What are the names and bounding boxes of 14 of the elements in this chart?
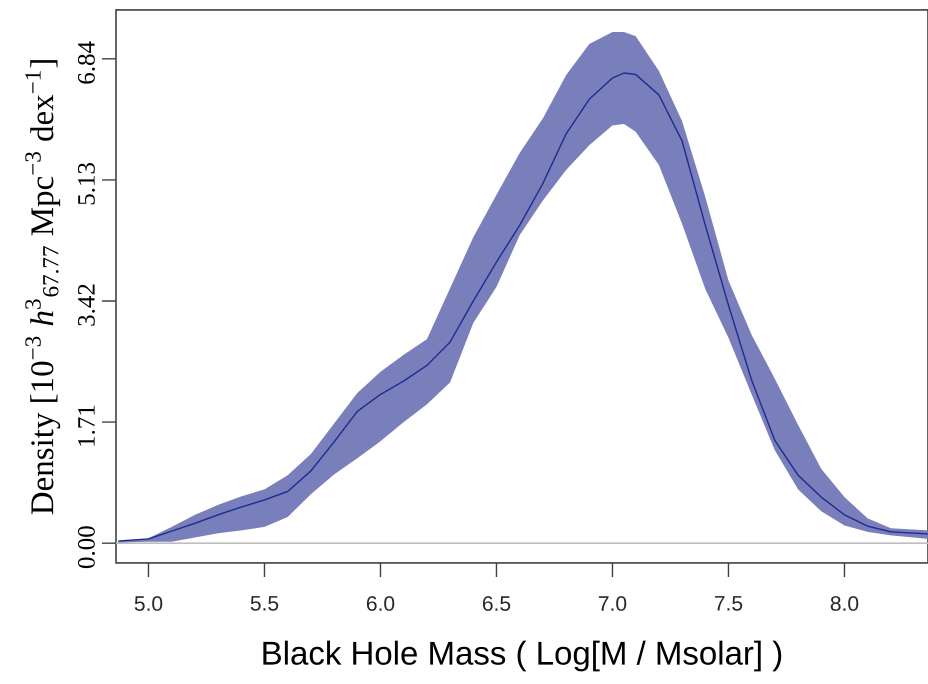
x-tick-label: 8.0 [830,596,858,611]
y-tick-label: 1.71 [78,406,95,446]
x-tick-label: 7.0 [598,596,626,611]
x-tick-label: 6.0 [366,596,394,611]
text: Density [10$^{−3}$ h$^{3}$$_{67.77}$ Mpc$^{−3}$ dex$^{−1}$] [25,60,60,514]
y-tick-label: 5.13 [78,163,95,204]
y-tick-label: 6.84 [78,41,95,84]
x-tick-label: 5.0 [134,596,162,611]
y-tick-label: 3.42 [78,284,95,326]
x-tick-label: 6.5 [482,596,510,611]
x-axis-title: Black Hole Mass ( Log[M / Msolar] ) [263,640,782,672]
x-tick-label: 5.5 [250,596,278,611]
x-tick-label: 7.5 [714,596,742,611]
y-tick-label: 0.00 [78,526,95,568]
